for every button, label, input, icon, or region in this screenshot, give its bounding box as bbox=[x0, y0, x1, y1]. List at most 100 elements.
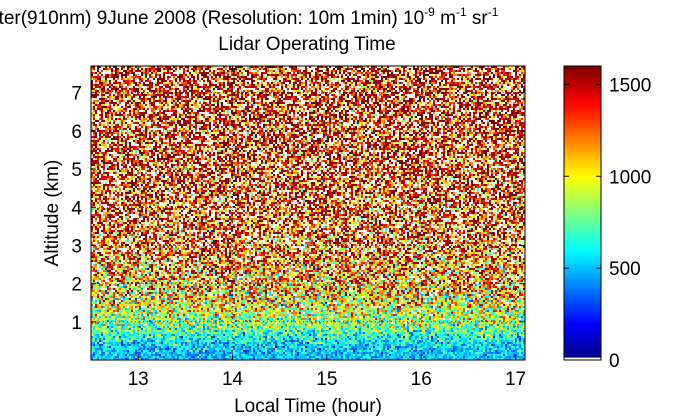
heatmap-cell bbox=[173, 78, 175, 80]
heatmap-cell bbox=[179, 106, 181, 108]
heatmap-cell bbox=[507, 68, 509, 70]
heatmap-cell bbox=[237, 92, 239, 94]
heatmap-cell bbox=[307, 104, 309, 106]
heatmap-cell bbox=[411, 88, 413, 90]
heatmap-cell bbox=[471, 90, 473, 92]
heatmap-cell bbox=[267, 96, 269, 98]
heatmap-cell bbox=[117, 104, 119, 106]
heatmap-cell bbox=[273, 104, 275, 106]
heatmap-cell bbox=[227, 84, 229, 86]
heatmap-cell bbox=[339, 82, 341, 84]
heatmap-cell bbox=[105, 96, 107, 98]
heatmap-cell bbox=[451, 72, 453, 74]
heatmap-cell bbox=[403, 78, 405, 80]
heatmap-cell bbox=[353, 106, 355, 108]
heatmap-cell bbox=[511, 84, 513, 86]
heatmap-cell bbox=[267, 110, 269, 112]
heatmap-cell bbox=[333, 82, 335, 84]
heatmap-cell bbox=[467, 72, 469, 74]
heatmap-cell bbox=[197, 88, 199, 90]
heatmap-cell bbox=[161, 76, 163, 78]
heatmap-cell bbox=[439, 86, 441, 88]
heatmap-cell bbox=[143, 100, 145, 102]
heatmap-cell bbox=[221, 102, 223, 104]
heatmap-cell bbox=[375, 78, 377, 80]
heatmap-cell bbox=[243, 94, 245, 96]
heatmap-cell bbox=[327, 100, 329, 102]
heatmap-cell bbox=[341, 94, 343, 96]
heatmap-cell bbox=[135, 80, 137, 82]
heatmap-cell bbox=[227, 80, 229, 82]
heatmap-cell bbox=[259, 84, 261, 86]
heatmap-cell bbox=[431, 106, 433, 108]
heatmap-cell bbox=[297, 90, 299, 92]
heatmap-cell bbox=[139, 96, 141, 98]
heatmap-cell bbox=[177, 70, 179, 72]
heatmap-cell bbox=[273, 108, 275, 110]
heatmap-cell bbox=[259, 100, 261, 102]
heatmap-cell bbox=[515, 72, 517, 74]
heatmap-cell bbox=[379, 110, 381, 112]
heatmap-cell bbox=[387, 70, 389, 72]
heatmap-cell bbox=[351, 74, 353, 76]
heatmap-cell bbox=[175, 106, 177, 108]
heatmap-cell bbox=[407, 98, 409, 100]
heatmap-cell bbox=[441, 86, 443, 88]
heatmap-cell bbox=[179, 110, 181, 112]
heatmap-cell bbox=[463, 98, 465, 100]
heatmap-cell bbox=[241, 100, 243, 102]
heatmap-cell bbox=[317, 98, 319, 100]
heatmap-cell bbox=[101, 70, 103, 72]
heatmap-cell bbox=[113, 72, 115, 74]
heatmap-cell bbox=[343, 74, 345, 76]
heatmap-cell bbox=[481, 68, 483, 70]
heatmap-cell bbox=[269, 96, 271, 98]
heatmap-cell bbox=[393, 70, 395, 72]
heatmap-cell bbox=[485, 76, 487, 78]
heatmap-cell bbox=[435, 76, 437, 78]
heatmap-cell bbox=[483, 90, 485, 92]
heatmap-cell bbox=[215, 98, 217, 100]
heatmap-cell bbox=[359, 90, 361, 92]
heatmap-cell bbox=[371, 84, 373, 86]
heatmap-cell bbox=[193, 94, 195, 96]
heatmap-cell bbox=[265, 94, 267, 96]
heatmap-cell bbox=[409, 96, 411, 98]
heatmap-cell bbox=[521, 100, 523, 102]
heatmap-cell bbox=[209, 82, 211, 84]
heatmap-cell bbox=[169, 82, 171, 84]
heatmap-cell bbox=[433, 104, 435, 106]
heatmap-cell bbox=[459, 100, 461, 102]
heatmap-cell bbox=[299, 108, 301, 110]
heatmap-cell bbox=[281, 98, 283, 100]
heatmap-cell bbox=[373, 74, 375, 76]
heatmap-cell bbox=[487, 82, 489, 84]
heatmap-cell bbox=[245, 102, 247, 104]
heatmap-cell bbox=[135, 90, 137, 92]
heatmap-cell bbox=[161, 68, 163, 70]
heatmap-cell bbox=[367, 74, 369, 76]
heatmap-cell bbox=[239, 100, 241, 102]
heatmap-cell bbox=[293, 108, 295, 110]
heatmap-cell bbox=[419, 106, 421, 108]
heatmap-cell bbox=[267, 102, 269, 104]
heatmap-cell bbox=[361, 94, 363, 96]
heatmap-cell bbox=[169, 88, 171, 90]
heatmap-cell bbox=[471, 96, 473, 98]
heatmap-cell bbox=[345, 70, 347, 72]
heatmap-cell bbox=[121, 98, 123, 100]
heatmap-cell bbox=[147, 94, 149, 96]
heatmap-cell bbox=[333, 90, 335, 92]
heatmap-cell bbox=[399, 86, 401, 88]
heatmap-cell bbox=[193, 88, 195, 90]
heatmap-cell bbox=[435, 94, 437, 96]
heatmap-cell bbox=[251, 76, 253, 78]
heatmap-cell bbox=[477, 108, 479, 110]
heatmap-cell bbox=[277, 96, 279, 98]
heatmap-cell bbox=[291, 70, 293, 72]
heatmap-cell bbox=[515, 108, 517, 110]
heatmap-cell bbox=[181, 76, 183, 78]
heatmap-cell bbox=[95, 100, 97, 102]
heatmap-cell bbox=[129, 92, 131, 94]
heatmap-cell bbox=[459, 104, 461, 106]
